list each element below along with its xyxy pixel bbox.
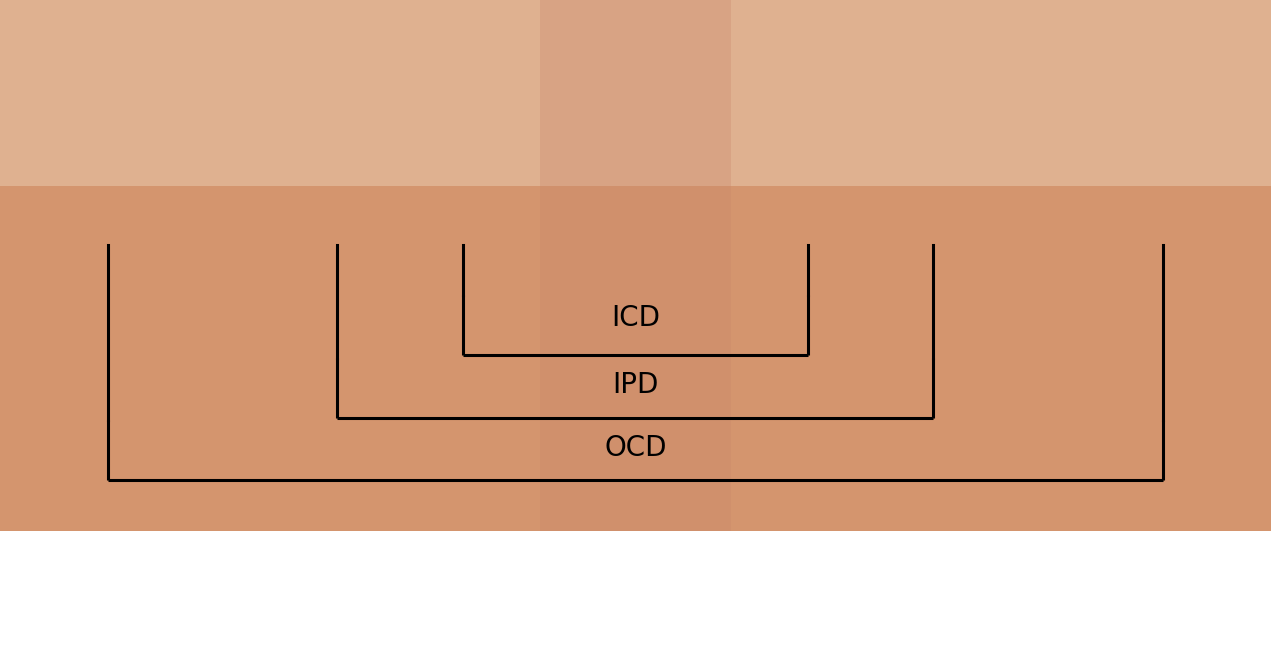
Text: IPD: IPD	[611, 371, 658, 399]
Bar	[0, 0, 1271, 186]
Bar	[540, 0, 731, 531]
Text: OCD: OCD	[604, 434, 667, 462]
Text: ICD: ICD	[611, 304, 660, 332]
Bar	[0, 0, 1271, 531]
Bar	[0, 531, 1271, 648]
